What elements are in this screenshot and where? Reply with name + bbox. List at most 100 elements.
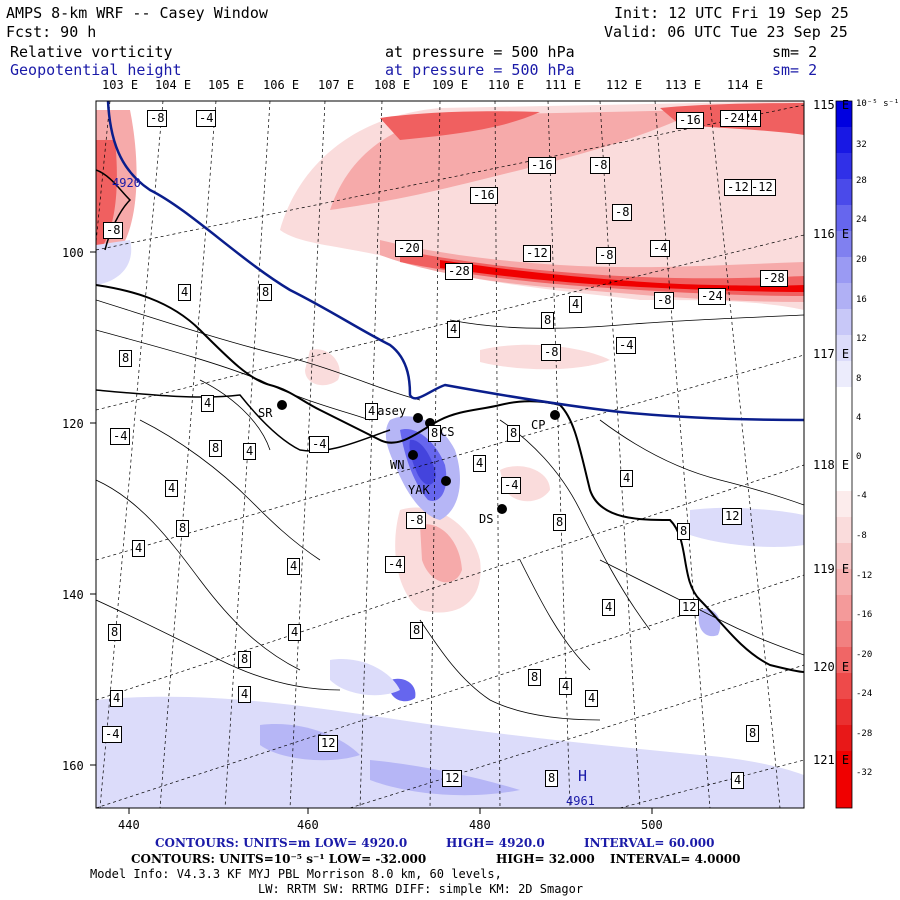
vorticity-contour-label: 4	[473, 455, 487, 472]
colorbar-label: -28	[856, 729, 873, 739]
vorticity-contour-label: 8	[259, 284, 273, 301]
station-label: DS	[479, 512, 494, 526]
vorticity-contour-label: -4	[501, 477, 522, 494]
vorticity-contour-label: 8	[545, 770, 559, 787]
vorticity-contour-label: 4	[238, 686, 252, 703]
station-label: YAK	[408, 483, 430, 497]
colorbar-label: -24	[856, 689, 873, 699]
colorbar-label: -8	[856, 531, 867, 541]
vorticity-contour-label: -8	[147, 110, 168, 127]
y-tick-label: 160	[62, 759, 84, 773]
vorticity-contour-label: 12	[679, 599, 700, 616]
vorticity-contour-label: 8	[410, 622, 424, 639]
vorticity-contour-label: 4	[178, 284, 192, 301]
field1-level: at pressure = 500 hPa	[385, 43, 575, 61]
field1-smoothing: sm= 2	[772, 43, 818, 61]
vorticity-contour-label: -4	[102, 726, 123, 743]
vorticity-contour-label: -4	[196, 110, 217, 127]
map-border	[95, 100, 805, 809]
footer-height-interval: INTERVAL= 60.000	[584, 836, 715, 850]
colorbar	[835, 100, 853, 809]
height-contour-label: 4920	[112, 176, 141, 190]
geopotential-height-contour	[106, 101, 804, 422]
footer-vorticity-contours: CONTOURS: UNITS=10⁻⁵ s⁻¹ LOW= -32.000	[131, 852, 427, 866]
y-tick-label: 120	[62, 417, 84, 431]
high-value: 4961	[566, 794, 595, 808]
station-label: Casey	[370, 404, 407, 418]
lon-label-top: 106 E	[263, 78, 300, 92]
vorticity-contour-label: -4	[650, 240, 671, 257]
colorbar-label: -16	[856, 610, 873, 620]
lon-label-right: 116 E	[813, 227, 850, 241]
vorticity-contour-label: 4	[287, 558, 301, 575]
lon-label-top: 114 E	[727, 78, 764, 92]
vorticity-contour-label: 8	[746, 725, 760, 742]
station-marker	[425, 418, 435, 428]
vorticity-contour-label: 4	[243, 443, 257, 460]
colorbar-unit-label: 10⁻⁵ s⁻¹	[856, 99, 900, 109]
vorticity-contour-label: -8	[612, 204, 633, 221]
station-marker	[441, 476, 451, 486]
vorticity-contour-label: -24	[698, 288, 726, 305]
station-marker	[497, 504, 507, 514]
colorbar-label: 32	[856, 140, 867, 150]
colorbar-label: -4	[856, 491, 867, 501]
vorticity-contour-label: 8	[528, 669, 542, 686]
station-marker	[550, 410, 560, 420]
vorticity-contour-label: 4	[569, 296, 583, 313]
colorbar-label: 12	[856, 334, 867, 344]
vorticity-contour-label: -8	[590, 157, 611, 174]
vorticity-contour-label: -20	[395, 240, 423, 257]
vorticity-contour-label: -4	[616, 337, 637, 354]
vorticity-contour-label: 8	[428, 425, 442, 442]
vorticity-contour-label: 4	[731, 772, 745, 789]
vorticity-contour-label: 8	[238, 651, 252, 668]
field1-name: Relative vorticity	[10, 43, 173, 61]
colorbar-label: 8	[856, 374, 862, 384]
colorbar-label: -20	[856, 650, 873, 660]
lon-label-right: 115 E	[813, 98, 850, 112]
lon-label-top: 108 E	[374, 78, 411, 92]
vorticity-contour-label: 8	[176, 520, 190, 537]
footer-physics-info: LW: RRTM SW: RRTMG DIFF: simple KM: 2D S…	[258, 882, 584, 896]
lon-label-top: 105 E	[208, 78, 245, 92]
vorticity-contour-label: 8	[677, 523, 691, 540]
lon-label-top: 104 E	[155, 78, 192, 92]
vorticity-contour-label: 12	[722, 508, 743, 525]
lon-label-right: 118 E	[813, 458, 850, 472]
high-marker: H	[578, 767, 588, 785]
vorticity-contour-label: 8	[108, 624, 122, 641]
forecast-hour: Fcst: 90 h	[6, 23, 97, 41]
valid-time: Valid: 06 UTC Tue 23 Sep 25	[604, 23, 848, 41]
colorbar-label: 4	[856, 413, 862, 423]
lon-label-top: 107 E	[318, 78, 355, 92]
colorbar-label: 0	[856, 452, 862, 462]
vorticity-contour-label: -12	[523, 245, 551, 262]
vorticity-contour-label: -4	[309, 436, 330, 453]
footer-vorticity-interval: INTERVAL= 4.0000	[610, 852, 741, 866]
station-marker	[277, 400, 287, 410]
field2-name: Geopotential height	[10, 61, 182, 79]
station-label: CP	[531, 418, 546, 432]
colorbar-label: -12	[856, 571, 873, 581]
vorticity-contour-label: -28	[760, 270, 788, 287]
colorbar-label: -32	[856, 768, 873, 778]
station-marker	[413, 413, 423, 423]
vorticity-contour-label: 4	[559, 678, 573, 695]
model-title: AMPS 8-km WRF -- Casey Window	[6, 4, 268, 22]
lon-label-right: 121 E	[813, 753, 850, 767]
lon-label-top: 112 E	[606, 78, 643, 92]
lon-label-top: 109 E	[432, 78, 469, 92]
vorticity-contour-label: -8	[596, 247, 617, 264]
vorticity-contour-label: 8	[119, 350, 133, 367]
vorticity-contour-label: 4	[365, 403, 379, 420]
colorbar-label: 20	[856, 255, 867, 265]
vorticity-contour-label: 4	[620, 470, 634, 487]
vorticity-contour-label: -16	[676, 112, 704, 129]
y-tick-label: 140	[62, 588, 84, 602]
x-tick-label: 460	[297, 818, 319, 832]
vorticity-contour-label: -28	[445, 263, 473, 280]
colorbar-label: 24	[856, 215, 867, 225]
vorticity-contour-label: -4	[110, 428, 131, 445]
